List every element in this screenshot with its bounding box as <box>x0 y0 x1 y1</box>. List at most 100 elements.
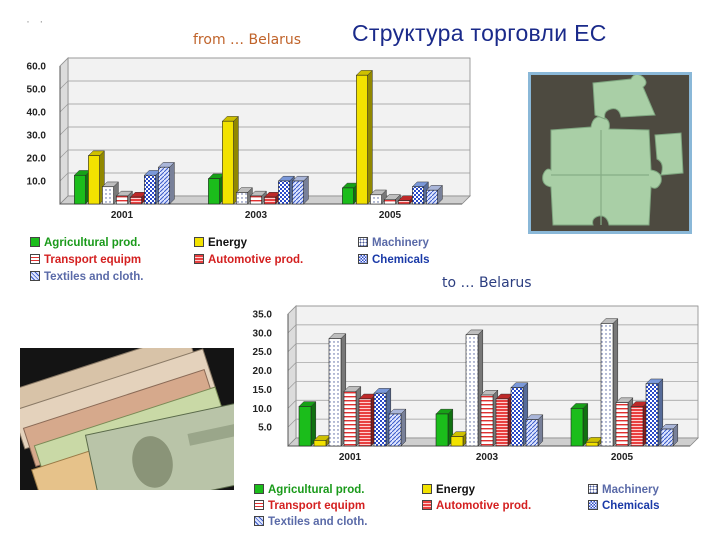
legend-item-agricultural-prod-: Agricultural prod. <box>254 484 364 496</box>
c2-ytick-label: 15.0 <box>253 385 273 396</box>
c2-bar-side <box>400 408 407 447</box>
c1-gridline <box>59 80 470 90</box>
c1-bar-textiles-and-cloth--2001 <box>158 166 170 205</box>
c1-bar-transport-equipm-2005 <box>384 199 396 205</box>
c2-gridline <box>287 381 698 390</box>
c1-gridline <box>59 149 470 159</box>
decorative-dots: · · <box>26 14 47 28</box>
banknotes-photo <box>20 348 234 490</box>
c1-bar-automotive-prod--2001 <box>130 196 142 205</box>
chart1-title: from … Belarus <box>193 32 302 48</box>
legend-item-chemicals: Chemicals <box>358 254 430 266</box>
c2-ytick-label: 30.0 <box>253 328 273 339</box>
legend-item-machinery: Machinery <box>588 484 659 496</box>
c2-gridline <box>287 399 698 409</box>
c1-bar-chemicals-2005 <box>412 186 424 205</box>
legend-label: Transport equipm <box>44 254 142 266</box>
legend-label: Textiles and cloth. <box>44 271 144 283</box>
c1-bar-agricultural-prod--2001 <box>74 174 86 205</box>
c2-bar-textiles-and-cloth--2001 <box>388 413 402 447</box>
c2-xtick-label: 2005 <box>611 452 634 463</box>
c2-bar-energy-2005 <box>585 441 599 447</box>
c1-bar-transport-equipm-2003 <box>250 195 262 205</box>
legend-swatch <box>254 516 264 526</box>
c1-ytick-label: 30.0 <box>27 131 47 142</box>
c2-bar-machinery-2001 <box>328 338 342 447</box>
legend-item-machinery: Machinery <box>358 237 429 249</box>
legend-item-transport-equipm: Transport equipm <box>30 254 141 266</box>
legend-item-textiles-and-cloth-: Textiles and cloth. <box>30 271 143 283</box>
c1-bar-energy-2005 <box>356 74 368 205</box>
legend-swatch <box>422 484 432 494</box>
legend-label: Automotive prod. <box>436 500 532 512</box>
c1-bar-chemicals-2001 <box>144 174 156 205</box>
c1-bar-automotive-prod--2003 <box>264 196 276 205</box>
c1-bar-machinery-2003 <box>236 192 248 205</box>
c2-ytick-label: 35.0 <box>253 310 273 321</box>
legend-item-transport-equipm: Transport equipm <box>254 500 365 512</box>
c2-bar-machinery-2005 <box>600 323 614 447</box>
c2-bar-automotive-prod--2001 <box>358 398 372 447</box>
c2-bar-transport-equipm-2003 <box>480 394 494 447</box>
legend-label: Energy <box>436 484 475 496</box>
c2-xtick-label: 2003 <box>476 452 499 463</box>
legend-label: Chemicals <box>372 254 430 266</box>
c2-bar-transport-equipm-2001 <box>343 391 357 447</box>
legend-swatch <box>194 254 204 264</box>
c1-gridline <box>59 126 470 136</box>
legend-label: Textiles and cloth. <box>268 516 368 528</box>
legend-swatch <box>588 500 598 510</box>
c1-bar-automotive-prod--2005 <box>398 200 410 205</box>
page-title: Структура торговли ЕС <box>352 20 607 46</box>
c2-ytick-label: 10.0 <box>253 404 273 415</box>
c1-gridline <box>59 57 470 67</box>
c1-xtick-label: 2005 <box>379 210 402 221</box>
c2-bar-chemicals-2003 <box>510 387 524 447</box>
c1-ytick-label: 60.0 <box>27 62 47 73</box>
c2-plot-side <box>287 305 297 447</box>
c2-gridline <box>287 305 698 315</box>
legend-swatch <box>358 237 368 247</box>
c1-bar-energy-2003 <box>222 120 234 205</box>
c2-bar-transport-equipm-2005 <box>615 402 629 447</box>
c1-ytick-label: 40.0 <box>27 108 47 119</box>
c2-bar-side <box>537 414 544 447</box>
c1-xtick-label: 2001 <box>111 210 134 221</box>
c1-bar-transport-equipm-2001 <box>116 195 128 205</box>
legend-swatch <box>30 254 40 264</box>
legend-label: Energy <box>208 237 247 249</box>
c2-bar-side <box>582 402 589 447</box>
c1-ytick-label: 20.0 <box>27 154 47 165</box>
c1-ytick-label: 10.0 <box>27 177 47 188</box>
legend-label: Agricultural prod. <box>268 484 365 496</box>
c1-ytick-label: 50.0 <box>27 85 47 96</box>
legend-item-energy: Energy <box>422 484 475 496</box>
c1-bar-energy-2001 <box>88 155 100 205</box>
c2-gridline <box>287 324 698 334</box>
c2-bar-machinery-2003 <box>465 334 479 447</box>
c2-gridline <box>287 343 698 352</box>
legend-label: Machinery <box>602 484 659 496</box>
legend-swatch <box>422 500 432 510</box>
c1-bar-machinery-2005 <box>370 194 382 205</box>
c2-bar-textiles-and-cloth--2005 <box>660 428 674 447</box>
c1-bar-chemicals-2003 <box>278 180 290 205</box>
legend-label: Machinery <box>372 237 429 249</box>
c1-bar-textiles-and-cloth--2005 <box>426 189 438 205</box>
c1-xtick-label: 2003 <box>245 210 268 221</box>
legend-item-automotive-prod-: Automotive prod. <box>422 500 531 512</box>
chart2-title: to … Belarus <box>442 275 532 291</box>
c1-bar-textiles-and-cloth--2003 <box>292 180 304 205</box>
c2-bar-agricultural-prod--2003 <box>435 413 449 447</box>
c2-ytick-label: 5.0 <box>258 423 272 434</box>
c1-bar-agricultural-prod--2003 <box>208 178 220 205</box>
legend-item-textiles-and-cloth-: Textiles and cloth. <box>254 516 367 528</box>
legend-swatch <box>254 500 264 510</box>
c1-gridline <box>59 103 470 113</box>
legend-item-chemicals: Chemicals <box>588 500 660 512</box>
legend-label: Agricultural prod. <box>44 237 141 249</box>
legend-swatch <box>358 254 368 264</box>
c2-bar-agricultural-prod--2005 <box>570 407 584 447</box>
legend-swatch <box>588 484 598 494</box>
